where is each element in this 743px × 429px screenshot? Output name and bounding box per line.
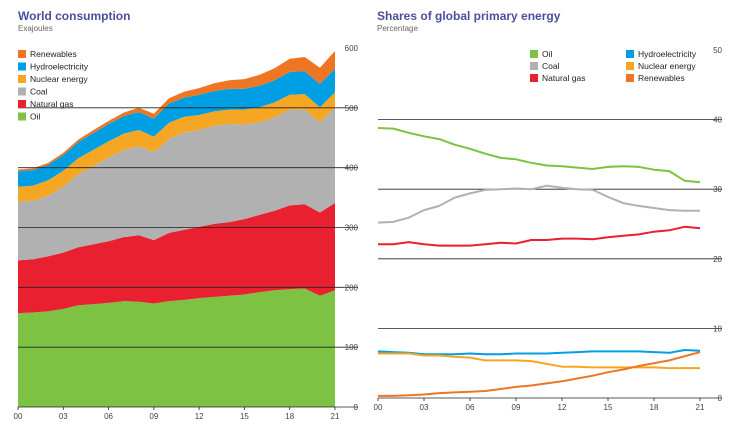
legend-swatch bbox=[626, 62, 634, 70]
legend-label: Coal bbox=[542, 61, 560, 71]
y-tick-label: 10 bbox=[713, 324, 722, 333]
chart-title: Shares of global primary energy bbox=[377, 9, 561, 23]
chart-subtitle: Exajoules bbox=[18, 24, 53, 33]
legend-label: Natural gas bbox=[542, 73, 585, 83]
y-tick-label: 0 bbox=[718, 394, 723, 403]
area-hydroelectricity bbox=[18, 68, 335, 187]
area-natural-gas bbox=[18, 203, 335, 314]
x-tick-label: 03 bbox=[420, 403, 429, 412]
legend-label: Renewables bbox=[638, 73, 685, 83]
y-tick-label: 400 bbox=[345, 164, 359, 173]
legend-label: Renewables bbox=[30, 49, 77, 59]
x-tick-label: 15 bbox=[604, 403, 613, 412]
legend-label: Oil bbox=[542, 49, 553, 59]
legend-swatch bbox=[18, 87, 26, 96]
x-tick-labels: 00 03 06 09 12 15 18 21 bbox=[374, 398, 705, 412]
y-tick-labels: 0 10 20 30 40 50 bbox=[713, 46, 722, 403]
world-consumption-chart: World consumption Exajoules 0 100 200 300 40… bbox=[14, 9, 359, 421]
legend-swatch bbox=[530, 50, 538, 58]
legend-swatch bbox=[18, 50, 26, 58]
x-tick-label: 00 bbox=[14, 412, 23, 421]
y-tick-label: 20 bbox=[713, 255, 722, 264]
line-natural-gas bbox=[378, 225, 701, 247]
grid-lines bbox=[378, 119, 722, 399]
legend-label: Oil bbox=[30, 112, 41, 122]
series-lines bbox=[377, 127, 701, 397]
area-renewables bbox=[18, 51, 335, 172]
shares-of-global-primary-energy-chart: Shares of global primary energy Percenta… bbox=[374, 9, 723, 412]
line-nuclear-energy bbox=[378, 352, 700, 370]
x-tick-label: 21 bbox=[331, 412, 340, 421]
legend-swatch bbox=[530, 74, 538, 82]
line-oil bbox=[377, 127, 701, 184]
y-tick-label: 30 bbox=[713, 185, 722, 194]
y-tick-label: 100 bbox=[345, 343, 359, 352]
legend-label: Natural gas bbox=[30, 99, 73, 109]
line-coal bbox=[377, 184, 700, 224]
legend: Renewables Hydroelectricity Nuclear energy… bbox=[18, 49, 89, 122]
x-tick-label: 06 bbox=[466, 403, 475, 412]
legend-label: Nuclear energy bbox=[638, 61, 696, 71]
legend-label: Coal bbox=[30, 87, 48, 97]
x-tick-label: 09 bbox=[149, 412, 158, 421]
legend-swatch bbox=[18, 75, 26, 83]
y-tick-label: 500 bbox=[345, 104, 359, 113]
line-renewables bbox=[378, 351, 701, 397]
legend-label: Nuclear energy bbox=[30, 74, 88, 84]
y-tick-label: 40 bbox=[713, 116, 722, 125]
y-tick-label: 300 bbox=[345, 224, 359, 233]
legend-label: Hydroelectricity bbox=[638, 49, 697, 59]
x-tick-label: 18 bbox=[285, 412, 294, 421]
y-tick-labels: 0 100 200 300 400 500 600 bbox=[345, 44, 359, 412]
area-nuclear-energy bbox=[18, 92, 335, 202]
x-tick-label: 03 bbox=[59, 412, 68, 421]
line-hydroelectricity bbox=[377, 349, 701, 356]
x-tick-label: 21 bbox=[696, 403, 705, 412]
legend-swatch bbox=[18, 112, 26, 121]
x-tick-label: 00 bbox=[374, 403, 383, 412]
x-tick-label: 15 bbox=[240, 412, 249, 421]
y-tick-label: 50 bbox=[713, 46, 722, 55]
legend-swatch bbox=[530, 62, 538, 70]
x-tick-label: 06 bbox=[104, 412, 113, 421]
area-oil bbox=[18, 288, 335, 407]
x-tick-label: 12 bbox=[195, 412, 204, 421]
x-tick-label: 12 bbox=[558, 403, 567, 412]
legend-swatch bbox=[626, 74, 634, 82]
x-tick-label: 18 bbox=[650, 403, 659, 412]
legend-swatch bbox=[18, 100, 26, 108]
y-tick-label: 0 bbox=[354, 403, 359, 412]
y-tick-label: 600 bbox=[345, 44, 359, 53]
legend-swatch bbox=[626, 50, 634, 58]
x-tick-labels: 00 03 06 09 12 15 18 21 bbox=[14, 407, 340, 421]
area-coal bbox=[18, 107, 335, 261]
area-layers bbox=[18, 51, 335, 407]
chart-subtitle: Percentage bbox=[377, 24, 418, 33]
legend-swatch bbox=[18, 62, 26, 71]
grid-lines bbox=[18, 107, 358, 408]
legend-label: Hydroelectricity bbox=[30, 62, 89, 72]
y-tick-label: 200 bbox=[345, 283, 359, 292]
legend: Oil Coal Natural gas Hydroelectricity Nuclea… bbox=[530, 49, 697, 83]
x-tick-label: 09 bbox=[512, 403, 521, 412]
chart-title: World consumption bbox=[18, 9, 130, 23]
